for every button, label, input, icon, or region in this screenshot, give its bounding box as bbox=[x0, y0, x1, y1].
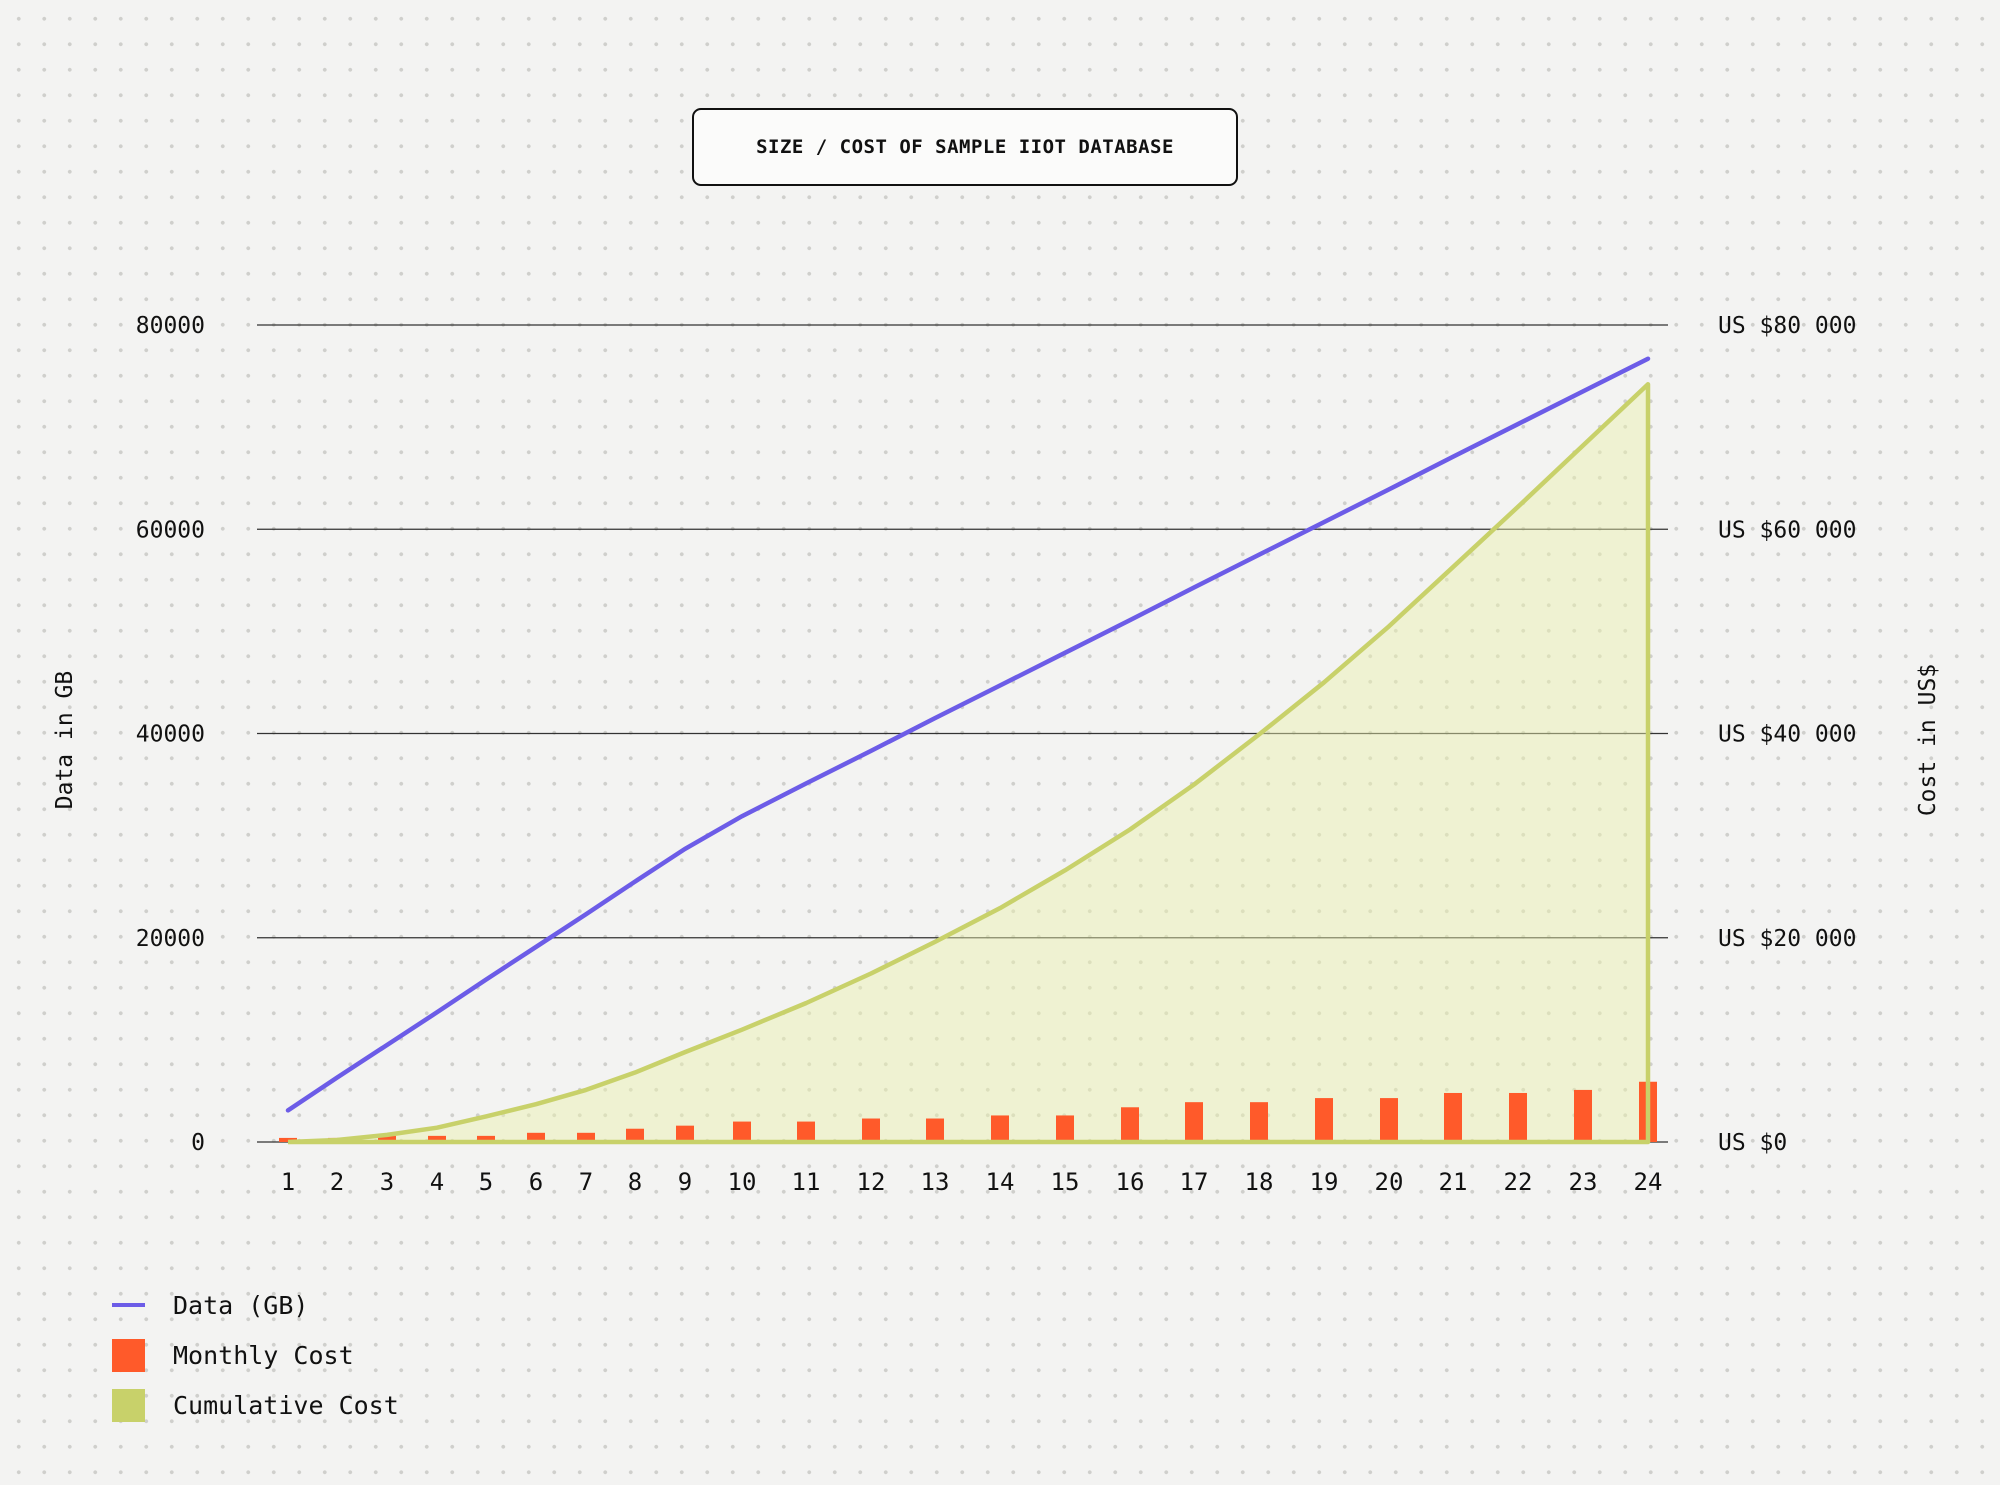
monthly-cost-bar bbox=[676, 1125, 694, 1142]
legend-item-cumulative-cost: Cumulative Cost bbox=[112, 1380, 399, 1430]
monthly-cost-bar bbox=[1121, 1107, 1139, 1142]
cumulative-cost-area bbox=[288, 384, 1648, 1142]
x-tick-label: 12 bbox=[857, 1168, 886, 1196]
monthly-cost-bar bbox=[733, 1121, 751, 1142]
x-tick-label: 24 bbox=[1634, 1168, 1663, 1196]
x-tick-label: 5 bbox=[479, 1168, 493, 1196]
x-tick-label: 20 bbox=[1375, 1168, 1404, 1196]
x-tick-label: 16 bbox=[1116, 1168, 1145, 1196]
monthly-cost-bar bbox=[1509, 1092, 1527, 1142]
monthly-cost-bar bbox=[1056, 1115, 1074, 1142]
chart-title: SIZE / COST OF SAMPLE IIOT DATABASE bbox=[692, 108, 1238, 186]
y2-tick-label: US $60 000 bbox=[1718, 517, 1856, 543]
y2-tick-label: US $0 bbox=[1718, 1130, 1787, 1156]
x-tick-label: 21 bbox=[1439, 1168, 1468, 1196]
monthly-cost-bar bbox=[1250, 1102, 1268, 1142]
cumulative-cost-line bbox=[287, 381, 1651, 1145]
legend-item-data: Data (GB) bbox=[112, 1280, 399, 1330]
monthly-cost-bar bbox=[1315, 1098, 1333, 1142]
y2-tick-label: US $20 000 bbox=[1718, 926, 1856, 952]
legend-swatch-monthly-cost bbox=[112, 1338, 145, 1372]
y-axis-title: Data in GB bbox=[52, 671, 78, 809]
monthly-cost-bar bbox=[926, 1118, 944, 1142]
monthly-cost-bar bbox=[862, 1118, 880, 1142]
monthly-cost-bar bbox=[378, 1135, 396, 1142]
y-tick-label: 80000 bbox=[136, 313, 205, 339]
legend-item-monthly-cost: Monthly Cost bbox=[112, 1330, 399, 1380]
legend-label-cumulative-cost: Cumulative Cost bbox=[173, 1390, 399, 1420]
x-tick-label: 14 bbox=[986, 1168, 1015, 1196]
y-tick-label: 20000 bbox=[136, 926, 205, 952]
x-tick-label: 15 bbox=[1051, 1168, 1080, 1196]
y-tick-label: 60000 bbox=[136, 517, 205, 543]
x-tick-label: 18 bbox=[1245, 1168, 1274, 1196]
x-tick-label: 13 bbox=[921, 1168, 950, 1196]
monthly-cost-bar bbox=[991, 1115, 1009, 1142]
monthly-cost-bar bbox=[577, 1132, 595, 1142]
x-tick-label: 4 bbox=[430, 1168, 444, 1196]
monthly-cost-bar bbox=[1574, 1089, 1592, 1142]
y2-tick-label: US $40 000 bbox=[1718, 722, 1856, 748]
x-tick-label: 22 bbox=[1504, 1168, 1533, 1196]
monthly-cost-bar bbox=[477, 1135, 495, 1142]
monthly-cost-bar bbox=[527, 1132, 545, 1142]
x-tick-label: 3 bbox=[380, 1168, 394, 1196]
monthly-cost-bar bbox=[1380, 1098, 1398, 1142]
x-tick-label: 11 bbox=[792, 1168, 821, 1196]
x-tick-label: 6 bbox=[529, 1168, 543, 1196]
legend-label-monthly-cost: Monthly Cost bbox=[173, 1340, 354, 1370]
y2-axis-title: Cost in US$ bbox=[1915, 664, 1941, 816]
legend: Data (GB) Monthly Cost Cumulative Cost bbox=[112, 1280, 399, 1430]
y-tick-label: 40000 bbox=[136, 722, 205, 748]
monthly-cost-bar bbox=[626, 1128, 644, 1142]
monthly-cost-bar bbox=[1185, 1102, 1203, 1142]
x-tick-label: 23 bbox=[1569, 1168, 1598, 1196]
monthly-cost-bar bbox=[797, 1121, 815, 1142]
chart-title-text: SIZE / COST OF SAMPLE IIOT DATABASE bbox=[756, 136, 1174, 158]
x-tick-label: 17 bbox=[1180, 1168, 1209, 1196]
y2-tick-label: US $80 000 bbox=[1718, 313, 1856, 339]
x-tick-label: 8 bbox=[628, 1168, 642, 1196]
monthly-cost-bar bbox=[1444, 1092, 1462, 1142]
x-tick-label: 1 bbox=[281, 1168, 295, 1196]
legend-swatch-data bbox=[112, 1303, 145, 1307]
legend-swatch-cumulative-cost bbox=[112, 1388, 145, 1422]
x-tick-label: 9 bbox=[678, 1168, 692, 1196]
x-tick-label: 10 bbox=[728, 1168, 757, 1196]
y-tick-label: 0 bbox=[191, 1130, 205, 1156]
monthly-cost-bar bbox=[428, 1135, 446, 1142]
legend-label-data: Data (GB) bbox=[173, 1290, 309, 1320]
x-tick-label: 2 bbox=[330, 1168, 344, 1196]
x-tick-label: 7 bbox=[579, 1168, 593, 1196]
x-tick-label: 19 bbox=[1310, 1168, 1339, 1196]
data-gb-line bbox=[285, 356, 1651, 1113]
